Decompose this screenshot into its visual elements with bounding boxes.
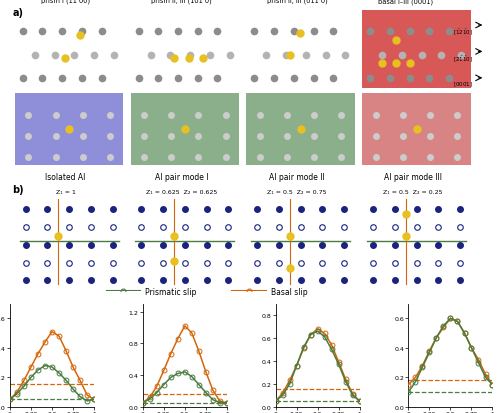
Text: b): b)	[12, 185, 24, 195]
Text: Al pair mode III: Al pair mode III	[384, 172, 442, 181]
Text: Basal slip: Basal slip	[270, 287, 307, 296]
Text: Z₁ = 0.5  Z₂ = 0.75: Z₁ = 0.5 Z₂ = 0.75	[268, 189, 327, 194]
Bar	[246, 93, 355, 166]
Text: Isolated Al: Isolated Al	[46, 172, 86, 181]
Text: a): a)	[12, 8, 24, 18]
Text: $[0001]$: $[0001]$	[454, 80, 473, 89]
Text: prism II, III (01̀1 0): prism II, III (01̀1 0)	[266, 0, 328, 5]
Text: prism I (1̀1 00): prism I (1̀1 00)	[41, 0, 90, 5]
Bar	[130, 93, 239, 166]
Bar	[362, 11, 471, 88]
Text: Z₁ = 0.5  Z₂ = 0.25: Z₁ = 0.5 Z₂ = 0.25	[383, 189, 442, 194]
Text: Prismatic slip: Prismatic slip	[145, 287, 197, 296]
Text: Al pair mode II: Al pair mode II	[269, 172, 325, 181]
Text: $[2\bar{1}\bar{1}0]$: $[2\bar{1}\bar{1}0]$	[454, 54, 473, 63]
Bar	[362, 93, 471, 166]
Text: $[\bar{1}2\bar{1}0]$: $[\bar{1}2\bar{1}0]$	[454, 28, 473, 37]
Text: Z₁ = 0.625  Z₂ = 0.625: Z₁ = 0.625 Z₂ = 0.625	[146, 189, 217, 194]
Text: Al pair mode I: Al pair mode I	[154, 172, 208, 181]
Text: Z₁ = 1: Z₁ = 1	[56, 189, 76, 194]
Text: basal I–III (0001): basal I–III (0001)	[378, 0, 433, 5]
Bar	[15, 93, 124, 166]
Text: prism II, III (10̀1 0): prism II, III (10̀1 0)	[151, 0, 212, 5]
